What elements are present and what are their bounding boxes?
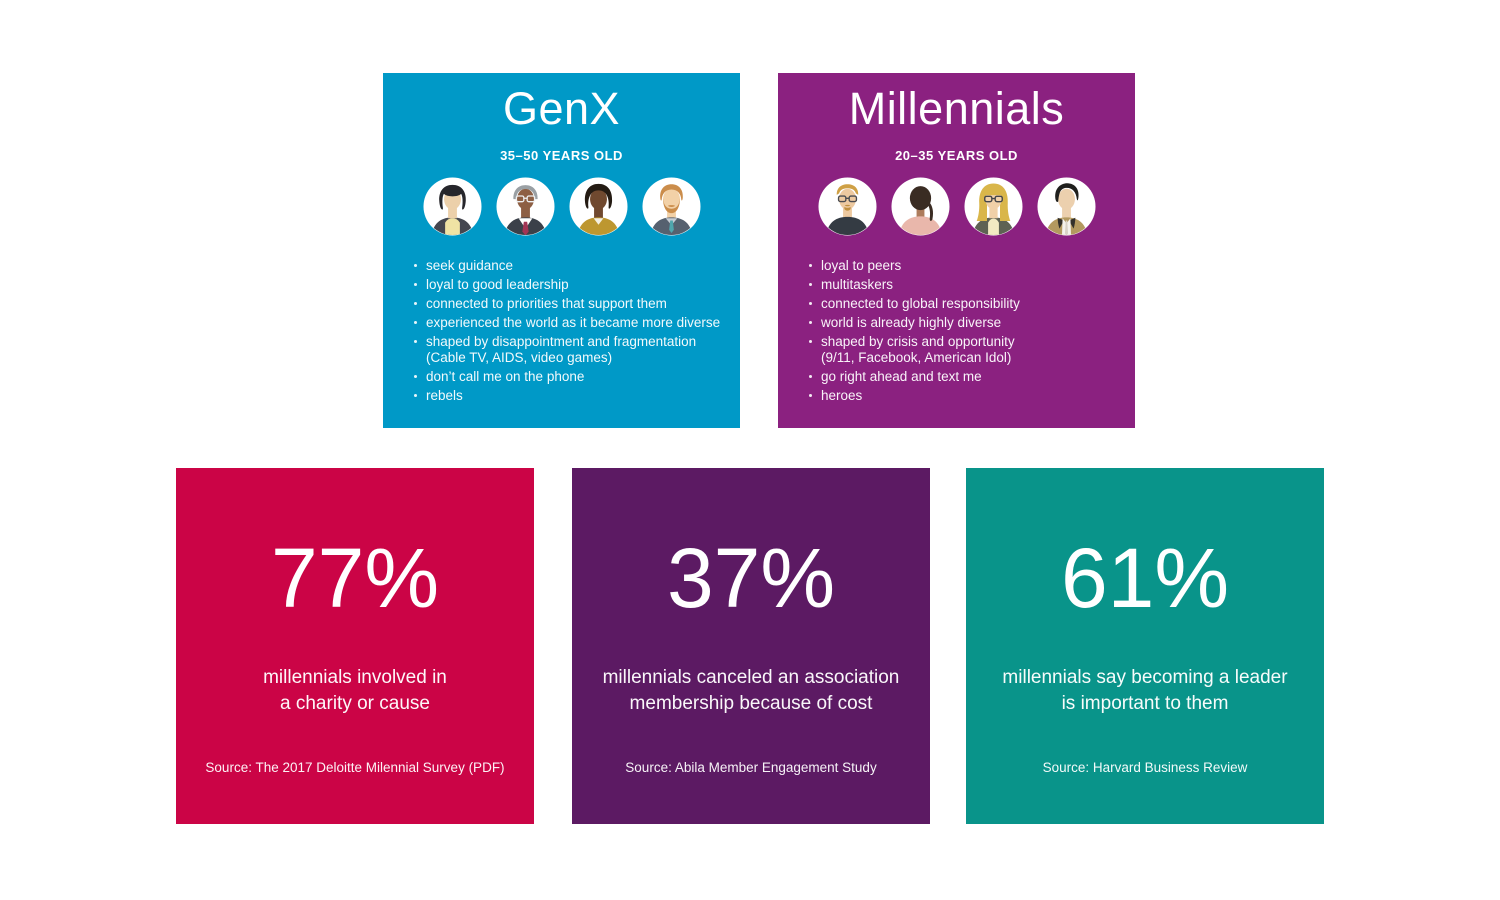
millennials-title: Millennials xyxy=(848,83,1065,134)
stat-value: 77% xyxy=(270,531,440,625)
millennials-bullet: connected to global responsibility xyxy=(809,296,1119,312)
older-man-glasses-avatar-icon xyxy=(495,177,555,236)
genx-bullet: shaped by disappointment and fragmentati… xyxy=(414,334,724,366)
stat-description-line: is important to them xyxy=(1061,693,1229,714)
millennials-age-range: 20–35 YEARS OLD xyxy=(895,148,1018,163)
genx-bullet: loyal to good leadership xyxy=(414,277,724,293)
millennials-bullet: heroes xyxy=(809,388,1119,404)
woman-blonde-glasses-avatar-icon xyxy=(963,177,1023,236)
millennials-bullet-list: loyal to peers multitaskers connected to… xyxy=(809,258,1119,407)
stat-value: 61% xyxy=(1060,531,1230,625)
genx-card: GenX 35–50 YEARS OLD xyxy=(383,73,740,428)
genx-title: GenX xyxy=(502,83,621,134)
bullet-dot-icon xyxy=(414,321,417,324)
millennials-bullet: shaped by crisis and opportunity (9/11, F… xyxy=(809,334,1119,366)
bullet-text: loyal to peers xyxy=(821,258,902,273)
genx-bullet: rebels xyxy=(414,388,724,404)
bullet-dot-icon xyxy=(809,394,812,397)
stat-card-leadership: 61% millennials say becoming a leader is… xyxy=(966,468,1324,824)
bullet-dot-icon xyxy=(809,264,812,267)
stat-description-line: a charity or cause xyxy=(280,693,430,714)
bullet-text: seek guidance xyxy=(426,258,514,273)
bullet-text: shaped by crisis and opportunity (9/11, F… xyxy=(821,334,1015,365)
stat-card-charity: 77% millennials involved in a charity or… xyxy=(176,468,534,824)
stat-value: 37% xyxy=(666,531,836,625)
bullet-text: connected to global responsibility xyxy=(821,296,1020,311)
genx-avatar-row xyxy=(383,177,740,236)
genx-bullet: seek guidance xyxy=(414,258,724,274)
bullet-dot-icon xyxy=(414,283,417,286)
bullet-text: world is already highly diverse xyxy=(821,315,1002,330)
man-ginger-beard-avatar-icon xyxy=(641,177,701,236)
genx-bullet: connected to priorities that support the… xyxy=(414,296,724,312)
millennials-bullet: loyal to peers xyxy=(809,258,1119,274)
bullet-text: go right ahead and text me xyxy=(821,369,982,384)
man-blonde-glasses-avatar-icon xyxy=(817,177,877,236)
woman-back-view-avatar-icon xyxy=(890,177,950,236)
bullet-dot-icon xyxy=(809,283,812,286)
genx-bullet-list: seek guidance loyal to good leadership c… xyxy=(414,258,724,407)
bullet-dot-icon xyxy=(414,394,417,397)
stat-description: millennials involved in a charity or cau… xyxy=(176,665,534,717)
stat-description-line: millennials involved in xyxy=(263,667,447,688)
stat-description-line: millennials say becoming a leader xyxy=(1002,667,1288,688)
bullet-text: shaped by disappointment and fragmentati… xyxy=(426,334,697,365)
millennials-bullet: go right ahead and text me xyxy=(809,369,1119,385)
bullet-dot-icon xyxy=(414,302,417,305)
bullet-text: multitaskers xyxy=(821,277,894,292)
bullet-dot-icon xyxy=(809,321,812,324)
stat-source: Source: The 2017 Deloitte Milennial Surv… xyxy=(205,760,505,775)
bullet-text: experienced the world as it became more … xyxy=(426,315,721,330)
stat-source: Source: Abila Member Engagement Study xyxy=(625,760,877,775)
genx-bullet: don’t call me on the phone xyxy=(414,369,724,385)
genx-bullet: experienced the world as it became more … xyxy=(414,315,724,331)
woman-dark-bob-avatar-icon xyxy=(422,177,482,236)
bullet-dot-icon xyxy=(809,302,812,305)
stat-description-line: millennials canceled an association xyxy=(602,667,900,688)
millennials-bullet: world is already highly diverse xyxy=(809,315,1119,331)
bullet-text: rebels xyxy=(426,388,463,403)
bullet-dot-icon xyxy=(809,340,812,343)
millennials-avatar-row xyxy=(778,177,1135,236)
bullet-text: loyal to good leadership xyxy=(426,277,569,292)
bullet-text: heroes xyxy=(821,388,863,403)
stat-description-line: membership because of cost xyxy=(629,693,873,714)
stat-description: millennials canceled an association memb… xyxy=(572,665,930,717)
man-dark-hair-tan-jacket-avatar-icon xyxy=(1036,177,1096,236)
bullet-text: don’t call me on the phone xyxy=(426,369,585,384)
bullet-text: connected to priorities that support the… xyxy=(426,296,667,311)
stat-source: Source: Harvard Business Review xyxy=(1042,760,1248,775)
stat-card-membership: 37% millennials canceled an association … xyxy=(572,468,930,824)
genx-age-range: 35–50 YEARS OLD xyxy=(500,148,623,163)
bullet-dot-icon xyxy=(414,375,417,378)
millennials-bullet: multitaskers xyxy=(809,277,1119,293)
stat-description: millennials say becoming a leader is imp… xyxy=(966,665,1324,717)
bullet-dot-icon xyxy=(414,340,417,343)
bullet-dot-icon xyxy=(414,264,417,267)
woman-gold-top-avatar-icon xyxy=(568,177,628,236)
bullet-dot-icon xyxy=(809,375,812,378)
millennials-card: Millennials 20–35 YEARS OLD xyxy=(778,73,1135,428)
